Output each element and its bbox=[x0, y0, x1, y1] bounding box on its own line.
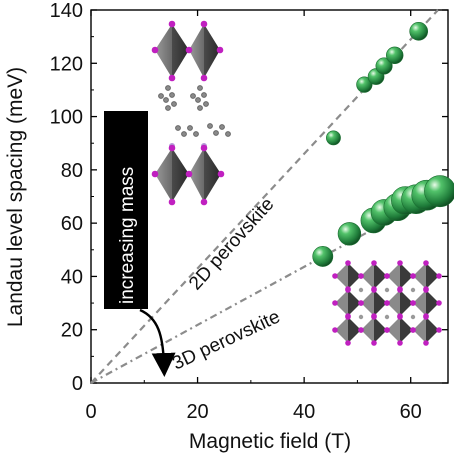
y-tick-label: 60 bbox=[61, 213, 83, 235]
data-point-2d bbox=[409, 22, 428, 41]
increasing-mass-annotation: increasing mass bbox=[104, 111, 176, 377]
data-point-2d bbox=[326, 130, 341, 146]
data-point-2d bbox=[386, 46, 404, 64]
data-point-3d bbox=[312, 246, 334, 267]
x-axis-title: Magnetic field (T) bbox=[189, 430, 351, 453]
data-point-2d bbox=[375, 57, 393, 75]
x-axis-ticks: 0 20 40 60 bbox=[85, 10, 422, 423]
mass-arrow bbox=[139, 308, 176, 377]
y-tick-label: 140 bbox=[50, 0, 83, 22]
x-tick-label: 20 bbox=[186, 401, 208, 423]
x-tick-label: 0 bbox=[85, 401, 96, 423]
x-tick-label: 60 bbox=[400, 401, 422, 423]
y-tick-label: 40 bbox=[61, 266, 83, 288]
perovskite-3d-structure-illustration bbox=[332, 260, 442, 346]
data-point-3d bbox=[337, 222, 362, 246]
y-axis-title: Landau level spacing (meV) bbox=[4, 67, 27, 327]
annotation-2d-perovskite: 2D perovskite bbox=[185, 194, 278, 294]
annotation-3d-perovskite: 3D perovskite bbox=[169, 306, 283, 374]
y-tick-label: 100 bbox=[50, 107, 83, 129]
data-point-2d bbox=[356, 76, 373, 93]
data-point-3d bbox=[424, 175, 454, 208]
increasing-mass-box bbox=[104, 111, 148, 309]
y-axis-ticks: 0 20 40 60 80 100 120 140 bbox=[50, 0, 448, 395]
y-tick-label: 20 bbox=[61, 320, 83, 342]
increasing-mass-label: increasing mass bbox=[117, 167, 138, 304]
data-points bbox=[312, 22, 454, 267]
y-tick-label: 80 bbox=[61, 160, 83, 182]
perovskite-2d-structure-illustration bbox=[151, 20, 231, 206]
y-tick-label: 0 bbox=[72, 373, 83, 395]
x-tick-label: 40 bbox=[293, 401, 315, 423]
y-tick-label: 120 bbox=[50, 53, 83, 75]
